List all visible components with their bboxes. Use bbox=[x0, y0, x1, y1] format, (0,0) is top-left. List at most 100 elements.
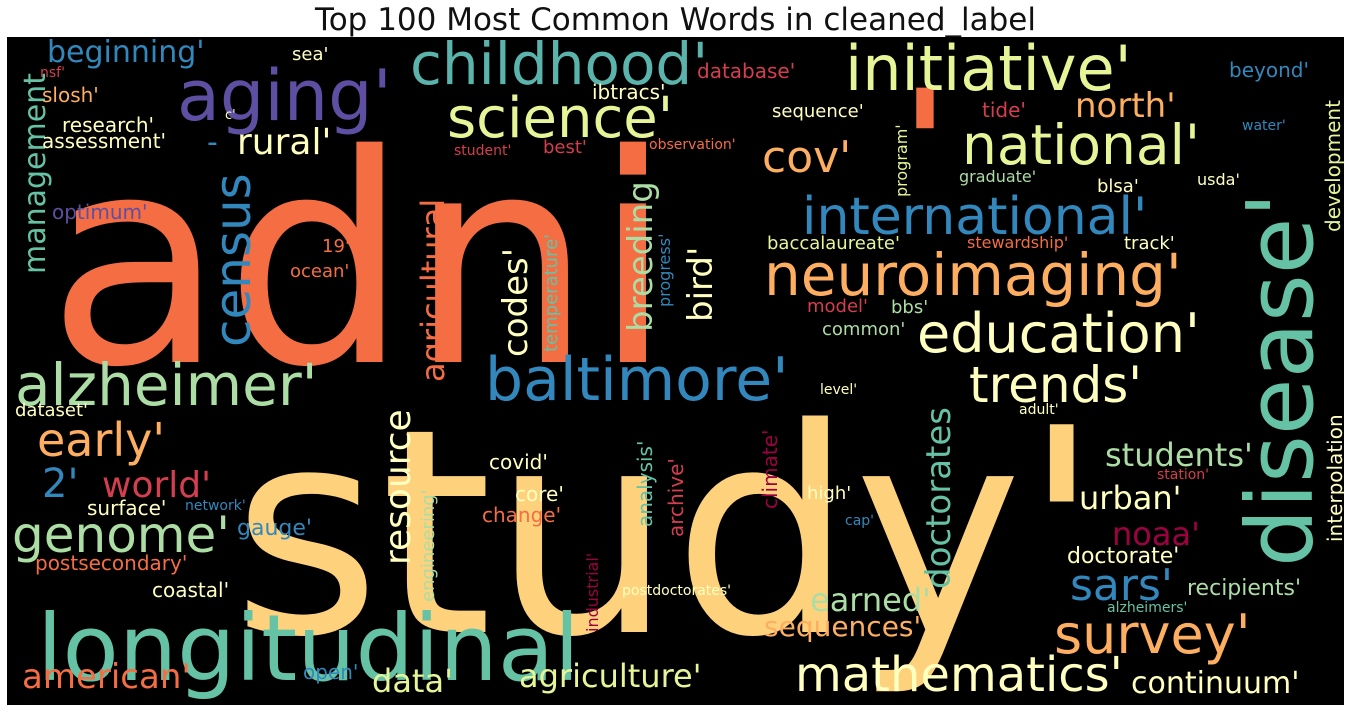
word-childhood: childhood' bbox=[410, 37, 708, 98]
word-longitudinal: longitudinal bbox=[37, 595, 580, 702]
word-doctorates: doctorates bbox=[919, 407, 959, 589]
word-rural: rural' bbox=[237, 122, 331, 163]
word-dataset: dataset' bbox=[15, 400, 88, 421]
word-stewardship: stewardship' bbox=[967, 233, 1068, 252]
word-cloud: adni ' study' disease' longitudinal chil… bbox=[7, 37, 1344, 705]
word-development: development bbox=[1321, 100, 1344, 232]
word-open: open' bbox=[303, 660, 358, 684]
word-19: 19' bbox=[322, 236, 350, 257]
word-aging: aging' bbox=[177, 55, 392, 137]
word-american: american' bbox=[22, 657, 191, 697]
word-usda: usda' bbox=[1197, 170, 1240, 189]
word-science: science' bbox=[447, 86, 673, 151]
word-station: station' bbox=[1157, 467, 1209, 483]
word-mathematics: mathematics' bbox=[795, 647, 1123, 703]
word-cloud-svg: adni ' study' disease' longitudinal chil… bbox=[12, 37, 1344, 703]
word-national: national' bbox=[962, 113, 1200, 177]
word-temperature: temperature' bbox=[541, 234, 562, 352]
word-research: research' bbox=[62, 113, 154, 137]
word-bbs: bbs' bbox=[891, 297, 928, 318]
word-nsf: nsf' bbox=[40, 65, 65, 81]
word-trends: trends' bbox=[969, 356, 1142, 414]
word-ocean: ocean' bbox=[290, 261, 349, 282]
word-alzheimers: alzheimers' bbox=[1107, 600, 1187, 616]
word-high: high' bbox=[807, 483, 851, 504]
word-agricultural: agricultural bbox=[414, 199, 452, 382]
word-optimum: optimum' bbox=[52, 200, 147, 224]
word-archive: archive' bbox=[664, 458, 688, 537]
word-disease: disease' bbox=[1227, 192, 1334, 567]
word-students: students' bbox=[1105, 436, 1253, 474]
word-covid: covid' bbox=[489, 450, 548, 474]
word-change: change' bbox=[482, 503, 561, 527]
word-track: track' bbox=[1124, 233, 1175, 254]
word-baltimore: baltimore' bbox=[485, 345, 789, 415]
word-bird: bird' bbox=[681, 247, 721, 322]
word-c: c' bbox=[225, 108, 236, 123]
word-sea: sea' bbox=[292, 44, 328, 65]
word-network: network' bbox=[185, 498, 246, 514]
word-sequence: sequence' bbox=[772, 101, 864, 122]
word-noaa: noaa' bbox=[1112, 515, 1200, 553]
word-early: early' bbox=[37, 413, 165, 467]
word-water: water' bbox=[1242, 118, 1286, 134]
word-progress: progress' bbox=[655, 234, 674, 307]
word-coastal: coastal' bbox=[152, 578, 229, 602]
word-gauge: gauge' bbox=[237, 516, 312, 541]
word-codes: codes' bbox=[496, 248, 536, 357]
word-alzheimer: alzheimer' bbox=[15, 351, 318, 419]
word-data: data' bbox=[372, 662, 453, 700]
word-slosh: slosh' bbox=[42, 83, 99, 107]
word-2: 2' bbox=[42, 461, 78, 507]
word-beyond: beyond' bbox=[1229, 58, 1309, 82]
word-dash: - bbox=[207, 125, 218, 160]
word-postdoctorates: postdoctorates' bbox=[622, 583, 731, 599]
word-tide: tide' bbox=[982, 98, 1026, 122]
word-continuum: continuum' bbox=[1131, 666, 1299, 701]
word-core: core' bbox=[515, 482, 564, 506]
word-apostrophe-big: ' bbox=[902, 59, 948, 233]
word-international: international' bbox=[802, 187, 1147, 247]
word-school: school bbox=[442, 251, 461, 302]
word-interpolation: interpolation bbox=[1323, 414, 1344, 542]
word-sequences: sequences' bbox=[764, 610, 921, 643]
word-adult: adult' bbox=[1019, 402, 1059, 418]
word-baccalaureate: baccalaureate' bbox=[767, 233, 900, 254]
word-climate: climate' bbox=[758, 430, 782, 510]
word-adni: adni bbox=[47, 94, 673, 431]
word-cap: cap' bbox=[845, 513, 874, 529]
word-model: model' bbox=[807, 296, 868, 317]
word-program: program' bbox=[892, 124, 911, 197]
word-survey: survey' bbox=[1054, 603, 1251, 666]
word-postsecondary: postsecondary' bbox=[35, 551, 187, 575]
word-study: study' bbox=[232, 368, 1101, 700]
word-agriculture: agriculture' bbox=[519, 657, 702, 695]
word-observation: observation' bbox=[649, 137, 736, 153]
word-recipients: recipients' bbox=[1187, 576, 1301, 601]
word-urban: urban' bbox=[1079, 479, 1181, 517]
word-ibtracs: ibtracs' bbox=[592, 80, 666, 104]
word-genome: genome' bbox=[12, 506, 230, 564]
word-breeding: breeding bbox=[621, 181, 661, 332]
word-student: student' bbox=[454, 143, 511, 159]
word-industrial: industrial' bbox=[583, 553, 602, 632]
word-surface: surface' bbox=[87, 496, 166, 520]
word-graduate: graduate' bbox=[959, 167, 1036, 186]
word-neuroimaging: neuroimaging' bbox=[764, 241, 1182, 309]
word-census: census bbox=[204, 173, 262, 347]
word-north: north' bbox=[1075, 86, 1176, 126]
word-assessment: assessment' bbox=[42, 129, 166, 153]
word-cov: cov' bbox=[762, 132, 851, 183]
word-management: management bbox=[18, 73, 53, 274]
word-beginning: beginning' bbox=[47, 37, 205, 70]
word-common: common' bbox=[822, 319, 905, 340]
word-database: database' bbox=[697, 59, 795, 83]
word-education: education' bbox=[917, 302, 1200, 365]
word-analysis: analysis' bbox=[633, 441, 657, 527]
word-doctorate: doctorate' bbox=[1067, 544, 1179, 569]
chart-title: Top 100 Most Common Words in cleaned_lab… bbox=[315, 2, 1036, 38]
word-engineering: engineering' bbox=[418, 489, 439, 602]
word-world: world' bbox=[102, 465, 211, 506]
word-blsa: blsa' bbox=[1097, 176, 1139, 197]
word-best: best' bbox=[543, 137, 587, 158]
